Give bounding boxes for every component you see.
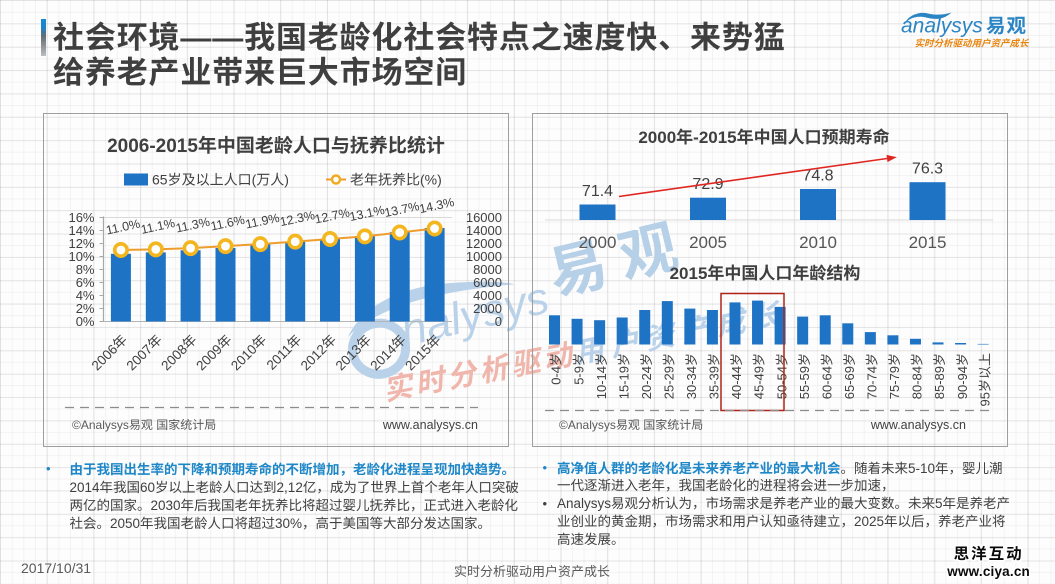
svg-text:13.7%: 13.7% [383,199,421,220]
svg-text:2015: 2015 [909,233,947,252]
svg-text:0%: 0% [76,314,95,329]
svg-text:2000年-2015年中国人口预期寿命: 2000年-2015年中国人口预期寿命 [638,128,889,147]
svg-text:30-34岁: 30-34岁 [684,353,699,399]
svg-text:2012年: 2012年 [298,332,339,373]
svg-text:16000: 16000 [466,210,502,225]
svg-text:6000: 6000 [473,275,502,290]
svg-text:2006年: 2006年 [89,332,130,373]
svg-text:2015年: 2015年 [402,332,443,373]
svg-text:2013年: 2013年 [333,332,374,373]
svg-text:2015年中国人口年龄结构: 2015年中国人口年龄结构 [670,264,861,283]
svg-text:8000: 8000 [473,262,502,277]
svg-text:2010年: 2010年 [228,332,269,373]
svg-text:2000: 2000 [473,301,502,316]
svg-text:2%: 2% [76,301,95,316]
svg-text:10-14岁: 10-14岁 [594,353,609,399]
svg-text:5-9岁: 5-9岁 [571,353,586,385]
svg-text:www.analysys.cn: www.analysys.cn [382,418,478,432]
svg-text:74.8: 74.8 [802,168,833,185]
svg-text:2008年: 2008年 [158,332,199,373]
svg-text:71.4: 71.4 [582,183,613,200]
svg-text:10000: 10000 [466,249,502,264]
svg-text:13.1%: 13.1% [348,203,386,224]
svg-text:60-64岁: 60-64岁 [819,353,834,399]
svg-text:6%: 6% [76,275,95,290]
svg-text:12.3%: 12.3% [279,208,317,229]
svg-text:2000: 2000 [579,233,617,252]
svg-text:0: 0 [495,314,502,329]
svg-text:40-44岁: 40-44岁 [729,353,744,399]
svg-text:©Analysys易观 国家统计局: ©Analysys易观 国家统计局 [72,418,216,432]
svg-text:2011年: 2011年 [264,332,305,373]
svg-text:45-49岁: 45-49岁 [752,353,767,399]
svg-text:75-79岁: 75-79岁 [887,353,902,399]
svg-text:20-24岁: 20-24岁 [639,353,654,399]
svg-text:72.9: 72.9 [692,176,723,193]
svg-text:11.9%: 11.9% [244,211,281,232]
svg-text:95岁以上: 95岁以上 [977,353,992,406]
svg-text:76.3: 76.3 [912,161,943,178]
svg-text:0-4岁: 0-4岁 [549,353,564,385]
svg-text:2005: 2005 [689,233,727,252]
svg-text:实时分析驱动用户资产成长: 实时分析驱动用户资产成长 [915,38,1031,50]
svg-text:50-54岁: 50-54岁 [774,353,789,399]
svg-text:16%: 16% [68,210,94,225]
svg-text:55-59岁: 55-59岁 [797,353,812,399]
svg-text:老年抚养比(%): 老年抚养比(%) [350,172,442,188]
svg-text:12000: 12000 [466,236,502,251]
svg-text:85-89岁: 85-89岁 [932,353,947,399]
svg-text:8%: 8% [76,262,95,277]
svg-text:2006-2015年中国老龄人口与抚养比统计: 2006-2015年中国老龄人口与抚养比统计 [107,135,445,157]
svg-text:80-84岁: 80-84岁 [910,353,925,399]
svg-text:10%: 10% [68,249,94,264]
svg-text:25-29岁: 25-29岁 [662,353,677,399]
svg-text:2010: 2010 [799,233,837,252]
svg-text:12.7%: 12.7% [313,206,351,227]
svg-text:2014年: 2014年 [367,332,408,373]
svg-text:2007年: 2007年 [124,332,165,373]
svg-text:90-94岁: 90-94岁 [955,353,970,399]
svg-text:4%: 4% [76,288,95,303]
svg-text:65岁及以上人口(万人): 65岁及以上人口(万人) [152,172,289,188]
svg-text:14.3%: 14.3% [418,195,456,216]
svg-text:15-19岁: 15-19岁 [616,353,631,399]
svg-text:35-39岁: 35-39岁 [707,353,722,399]
svg-text:2009年: 2009年 [193,332,234,373]
svg-text:11.1%: 11.1% [140,216,177,237]
svg-text:11.6%: 11.6% [209,213,246,234]
svg-text:65-69岁: 65-69岁 [842,353,857,399]
svg-text:12%: 12% [68,236,94,251]
svg-text:4000: 4000 [473,288,502,303]
svg-text:易观: 易观 [986,16,1027,38]
svg-text:70-74岁: 70-74岁 [865,353,880,399]
svg-text:analysys: analysys [901,15,983,38]
svg-text:14%: 14% [68,223,94,238]
svg-text:www.analysys.cn: www.analysys.cn [870,418,966,432]
svg-text:©Analysys易观 国家统计局: ©Analysys易观 国家统计局 [559,418,703,432]
svg-text:14000: 14000 [466,223,502,238]
svg-text:11.0%: 11.0% [105,217,142,238]
